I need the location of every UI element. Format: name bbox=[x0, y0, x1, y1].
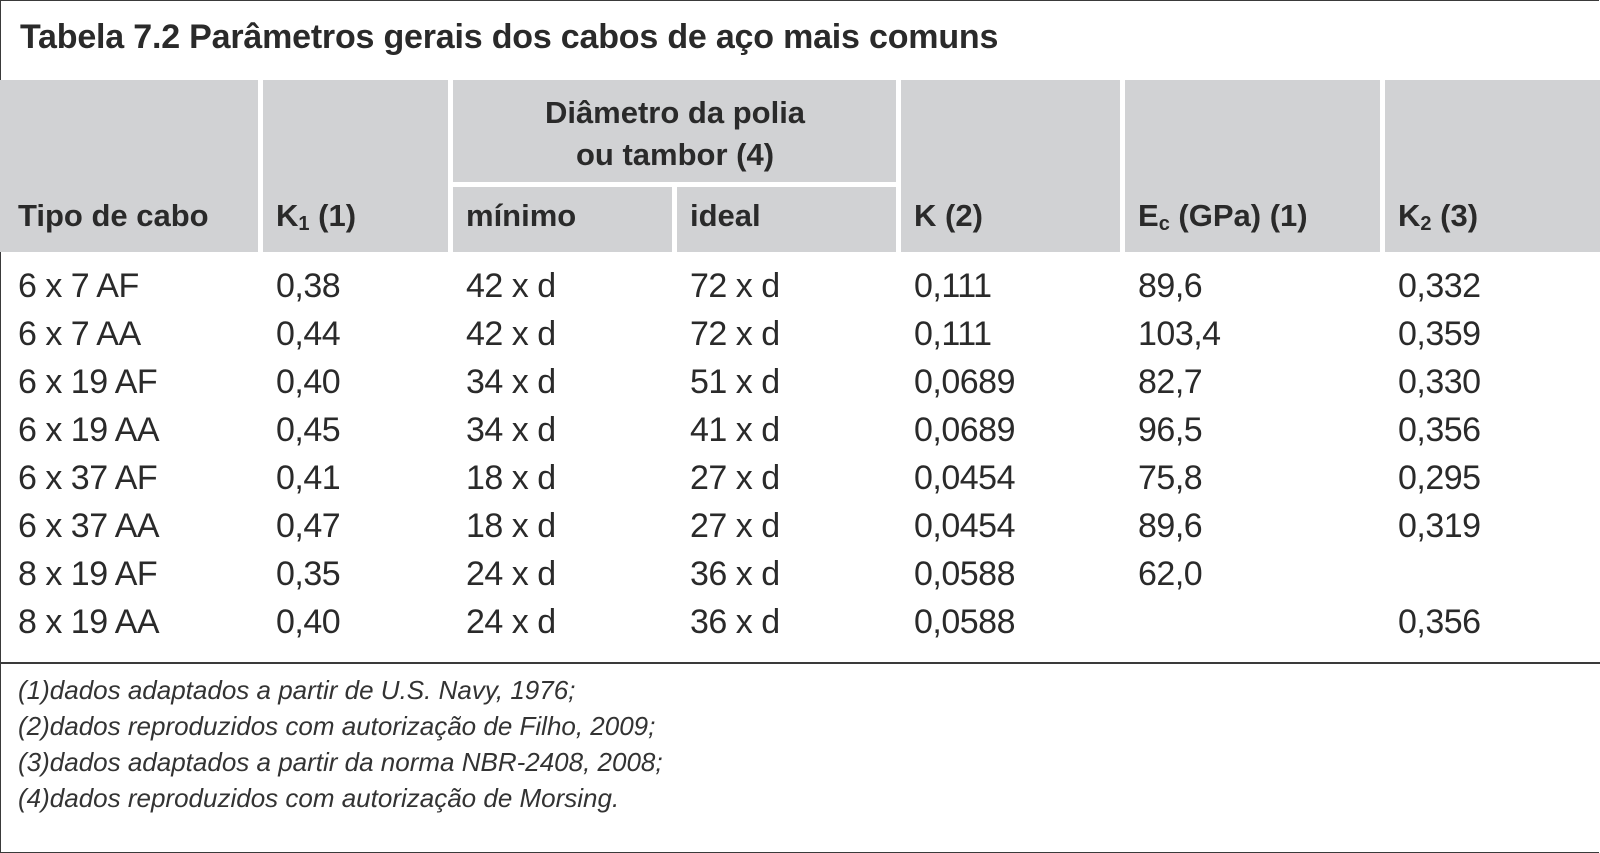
header-ec-subscript: c bbox=[1158, 213, 1170, 235]
cell-k1: 0,44 bbox=[276, 315, 341, 353]
header-k1: K1 (1) bbox=[276, 198, 357, 235]
cell-k1: 0,47 bbox=[276, 507, 341, 545]
cell-ec: 89,6 bbox=[1138, 267, 1203, 305]
cell-tipo: 8 x 19 AF bbox=[18, 555, 158, 593]
cell-tipo: 8 x 19 AA bbox=[18, 603, 160, 641]
header-k1-subscript: 1 bbox=[298, 213, 310, 235]
cell-ec: 103,4 bbox=[1138, 315, 1221, 353]
table-row: 6 x 7 AA 0,44 42 x d 72 x d 0,111 103,4 … bbox=[0, 310, 1600, 358]
cell-k: 0,0689 bbox=[914, 363, 1016, 401]
table-row: 6 x 7 AF 0,38 42 x d 72 x d 0,111 89,6 0… bbox=[0, 262, 1600, 310]
cell-k1: 0,40 bbox=[276, 603, 341, 641]
cell-ec: 96,5 bbox=[1138, 411, 1203, 449]
header-divider bbox=[448, 80, 453, 252]
cell-ideal: 41 x d bbox=[690, 411, 780, 449]
header-k2: K2 (3) bbox=[1398, 198, 1479, 235]
cell-ideal: 36 x d bbox=[690, 603, 780, 641]
cell-ideal: 27 x d bbox=[690, 507, 780, 545]
footnote: (3)dados adaptados a partir da norma NBR… bbox=[18, 747, 663, 777]
header-ec-note: (GPa) (1) bbox=[1169, 198, 1308, 233]
cell-k: 0,0588 bbox=[914, 555, 1016, 593]
cell-ideal: 72 x d bbox=[690, 315, 780, 353]
cell-k1: 0,40 bbox=[276, 363, 341, 401]
header-group-line: ou tambor (4) bbox=[575, 137, 775, 172]
cell-minimo: 18 x d bbox=[466, 507, 556, 545]
cell-tipo: 6 x 37 AA bbox=[18, 507, 160, 545]
header-band bbox=[0, 80, 1600, 252]
cell-ec: 62,0 bbox=[1138, 555, 1203, 593]
table-row: 8 x 19 AF 0,35 24 x d 36 x d 0,0588 62,0 bbox=[0, 550, 1600, 598]
cell-ec: 82,7 bbox=[1138, 363, 1203, 401]
cell-k: 0,111 bbox=[914, 267, 992, 305]
header-k: K (2) bbox=[914, 198, 983, 233]
cell-minimo: 24 x d bbox=[466, 603, 556, 641]
header-k2-main: K bbox=[1398, 198, 1421, 233]
cell-minimo: 34 x d bbox=[466, 411, 556, 449]
cell-k: 0,0588 bbox=[914, 603, 1016, 641]
cell-tipo: 6 x 19 AA bbox=[18, 411, 160, 449]
cell-minimo: 34 x d bbox=[466, 363, 556, 401]
cell-k2: 0,295 bbox=[1398, 459, 1481, 497]
cell-minimo: 42 x d bbox=[466, 267, 556, 305]
header-k1-main: K bbox=[276, 198, 299, 233]
cell-ideal: 36 x d bbox=[690, 555, 780, 593]
cell-tipo: 6 x 37 AF bbox=[18, 459, 158, 497]
cell-minimo: 18 x d bbox=[466, 459, 556, 497]
header-minimo: mínimo bbox=[466, 198, 577, 233]
footnotes: (1)dados adaptados a partir de U.S. Navy… bbox=[18, 672, 663, 816]
header-divider bbox=[1120, 80, 1125, 252]
table-row: 6 x 37 AA 0,47 18 x d 27 x d 0,0454 89,6… bbox=[0, 502, 1600, 550]
cell-ideal: 72 x d bbox=[690, 267, 780, 305]
cell-ec: 75,8 bbox=[1138, 459, 1203, 497]
table-row: 6 x 37 AF 0,41 18 x d 27 x d 0,0454 75,8… bbox=[0, 454, 1600, 502]
cell-k: 0,0454 bbox=[914, 459, 1016, 497]
cell-k: 0,0689 bbox=[914, 411, 1016, 449]
cell-k1: 0,35 bbox=[276, 555, 341, 593]
table-row: 8 x 19 AA 0,40 24 x d 36 x d 0,0588 0,35… bbox=[0, 598, 1600, 646]
header-divider bbox=[1380, 80, 1385, 252]
footnote: (1)dados adaptados a partir de U.S. Navy… bbox=[18, 675, 576, 705]
cell-k2: 0,319 bbox=[1398, 507, 1481, 545]
cell-ideal: 27 x d bbox=[690, 459, 780, 497]
header-divider bbox=[672, 186, 677, 252]
cell-ec: 89,6 bbox=[1138, 507, 1203, 545]
cell-tipo: 6 x 19 AF bbox=[18, 363, 158, 401]
header-ideal: ideal bbox=[690, 198, 761, 233]
cell-k: 0,111 bbox=[914, 315, 992, 353]
table-row: 6 x 19 AF 0,40 34 x d 51 x d 0,0689 82,7… bbox=[0, 358, 1600, 406]
header-k2-note: (3) bbox=[1431, 198, 1479, 233]
header-ec: Ec (GPa) (1) bbox=[1138, 198, 1308, 235]
header-k1-note: (1) bbox=[309, 198, 357, 233]
cell-k2: 0,332 bbox=[1398, 267, 1481, 305]
cell-k2: 0,359 bbox=[1398, 315, 1481, 353]
header-group-line: Diâmetro da polia bbox=[544, 95, 806, 130]
cell-k1: 0,38 bbox=[276, 267, 341, 305]
header-group-diametro: Diâmetro da polia ou tambor (4) bbox=[455, 92, 895, 176]
header-tipo-de-cabo: Tipo de cabo bbox=[18, 198, 209, 233]
cell-tipo: 6 x 7 AA bbox=[18, 315, 141, 353]
table-row: 6 x 19 AA 0,45 34 x d 41 x d 0,0689 96,5… bbox=[0, 406, 1600, 454]
cell-ideal: 51 x d bbox=[690, 363, 780, 401]
cell-k2: 0,330 bbox=[1398, 363, 1481, 401]
footnote: (4)dados reproduzidos com autorização de… bbox=[18, 783, 620, 813]
cell-k1: 0,41 bbox=[276, 459, 341, 497]
cell-tipo: 6 x 7 AF bbox=[18, 267, 139, 305]
cell-k1: 0,45 bbox=[276, 411, 341, 449]
cell-k2: 0,356 bbox=[1398, 603, 1481, 641]
footnote: (2)dados reproduzidos com autorização de… bbox=[18, 711, 656, 741]
cell-k2: 0,356 bbox=[1398, 411, 1481, 449]
header-ec-main: E bbox=[1138, 198, 1159, 233]
table-title: Tabela 7.2 Parâmetros gerais dos cabos d… bbox=[20, 18, 999, 56]
footnote-divider bbox=[0, 662, 1600, 664]
header-k2-subscript: 2 bbox=[1420, 213, 1432, 235]
header-divider bbox=[258, 80, 263, 252]
header-group-rule bbox=[450, 182, 898, 187]
cell-k: 0,0454 bbox=[914, 507, 1016, 545]
header-divider bbox=[896, 80, 901, 252]
cell-minimo: 24 x d bbox=[466, 555, 556, 593]
cell-minimo: 42 x d bbox=[466, 315, 556, 353]
